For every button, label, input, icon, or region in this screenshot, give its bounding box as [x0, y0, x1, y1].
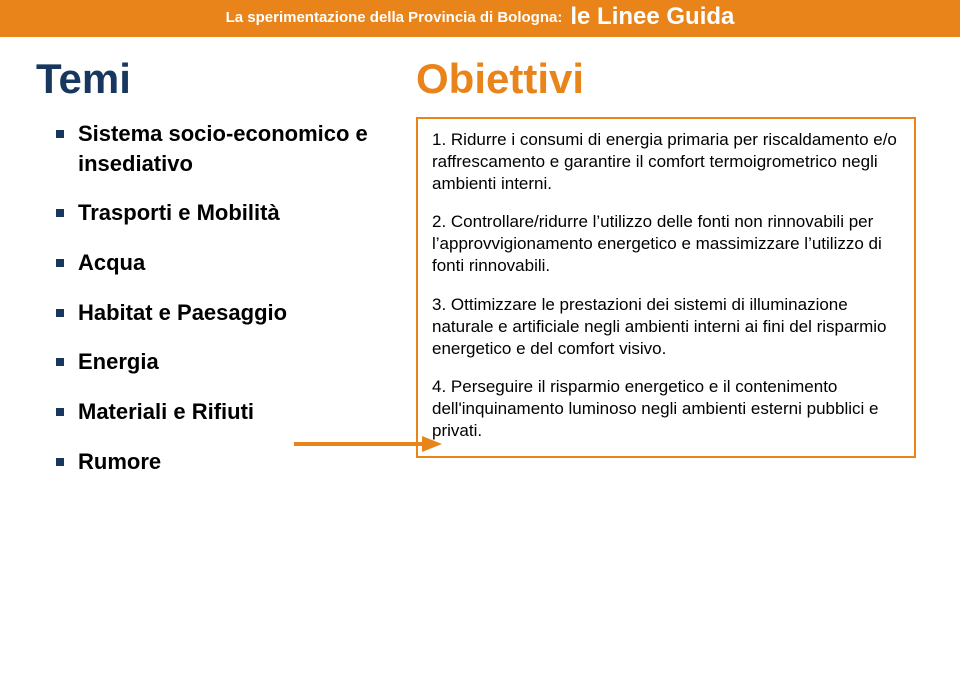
temi-item-label: Energia	[78, 347, 159, 377]
temi-item: Acqua	[56, 248, 396, 278]
arrow-head-icon	[422, 436, 442, 452]
temi-item: Trasporti e Mobilità	[56, 198, 396, 228]
temi-item-label: Acqua	[78, 248, 145, 278]
temi-title: Temi	[36, 55, 396, 103]
bullet-icon	[56, 209, 64, 217]
temi-item-label: Rumore	[78, 447, 161, 477]
right-column: Obiettivi 1. Ridurre i consumi di energi…	[416, 55, 916, 497]
temi-item-label: Materiali e Rifiuti	[78, 397, 254, 427]
bullet-icon	[56, 408, 64, 416]
objectives-box: 1. Ridurre i consumi di energia primaria…	[416, 117, 916, 458]
temi-item: Materiali e Rifiuti	[56, 397, 396, 427]
header-band: La sperimentazione della Provincia di Bo…	[0, 0, 960, 34]
temi-item: Sistema socio-economico e insediativo	[56, 119, 396, 178]
temi-item-label: Sistema socio-economico e insediativo	[78, 119, 396, 178]
bullet-icon	[56, 458, 64, 466]
objective-paragraph: 2. Controllare/ridurre l’utilizzo delle …	[432, 211, 900, 277]
header-prefix: La sperimentazione della Provincia di Bo…	[226, 9, 563, 26]
bullet-icon	[56, 259, 64, 267]
energia-arrow	[294, 436, 444, 452]
bullet-icon	[56, 130, 64, 138]
content: Temi Sistema socio-economico e insediati…	[0, 37, 960, 515]
temi-item-label: Habitat e Paesaggio	[78, 298, 287, 328]
header-suffix: le Linee Guida	[570, 3, 734, 31]
temi-item: Habitat e Paesaggio	[56, 298, 396, 328]
left-column: Temi Sistema socio-economico e insediati…	[56, 55, 416, 497]
temi-item: Energia	[56, 347, 396, 377]
bullet-icon	[56, 309, 64, 317]
obiettivi-title: Obiettivi	[416, 55, 916, 103]
objective-paragraph: 3. Ottimizzare le prestazioni dei sistem…	[432, 294, 900, 360]
temi-item-label: Trasporti e Mobilità	[78, 198, 280, 228]
arrow-line	[294, 442, 424, 446]
objective-paragraph: 4. Perseguire il risparmio energetico e …	[432, 376, 900, 442]
objective-paragraph: 1. Ridurre i consumi di energia primaria…	[432, 129, 900, 195]
bullet-icon	[56, 358, 64, 366]
temi-list: Sistema socio-economico e insediativo Tra…	[56, 119, 396, 477]
